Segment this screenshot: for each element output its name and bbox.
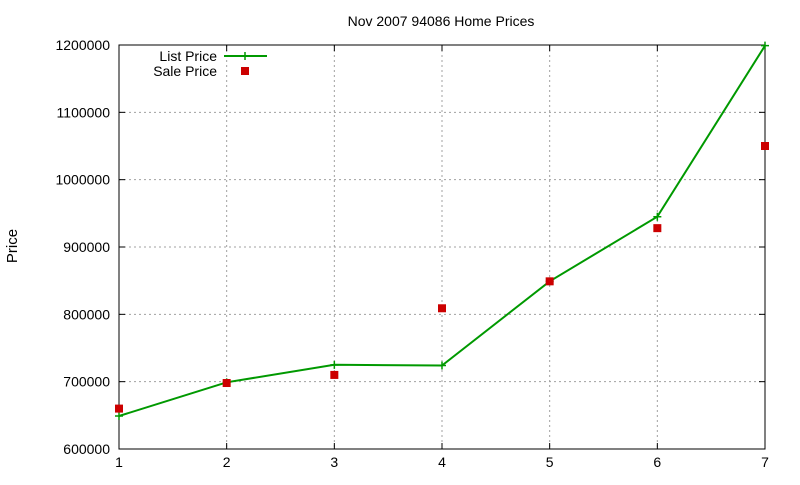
- legend-label-list-price: List Price: [159, 48, 217, 64]
- point-sale-price: [545, 277, 554, 286]
- point-sale-price: [330, 370, 339, 379]
- legend-marker-sale-price: [241, 67, 249, 75]
- point-sale-price: [653, 224, 662, 233]
- point-sale-price: [115, 404, 123, 413]
- x-tick-label: 6: [653, 454, 661, 470]
- x-tick-label: 7: [761, 454, 769, 470]
- x-tick-label: 3: [330, 454, 338, 470]
- y-tick-label: 1100000: [57, 104, 111, 120]
- point-sale-price: [438, 304, 446, 313]
- plot-border: [118, 44, 766, 450]
- legend-marker-list-price: [241, 52, 249, 60]
- y-tick-label: 600000: [63, 441, 110, 457]
- y-tick-label: 1200000: [55, 37, 110, 53]
- point-list-price: [761, 41, 769, 50]
- legend: List Price Sale Price: [153, 48, 267, 79]
- chart-title: Nov 2007 94086 Home Prices: [348, 13, 535, 29]
- x-tick-label: 1: [115, 454, 123, 470]
- x-tick-label: 5: [546, 454, 554, 470]
- y-tick-label: 800000: [63, 306, 110, 322]
- y-tick-label: 900000: [63, 239, 110, 255]
- point-sale-price: [222, 379, 231, 388]
- grid-layer: [119, 45, 765, 449]
- point-sale-price: [761, 142, 769, 150]
- point-list-price: [330, 360, 339, 369]
- series-layer: [115, 41, 769, 421]
- point-list-price: [438, 361, 446, 370]
- legend-label-sale-price: Sale Price: [153, 63, 217, 79]
- x-tick-label: 4: [438, 454, 446, 470]
- axis-layer: 6000007000008000009000001000000110000012…: [55, 37, 769, 470]
- point-list-price: [653, 212, 662, 221]
- y-axis-label: Price: [4, 229, 21, 263]
- y-tick-label: 1000000: [55, 172, 110, 188]
- x-tick-label: 2: [223, 454, 231, 470]
- point-list-price: [115, 412, 123, 421]
- y-tick-label: 700000: [63, 374, 110, 390]
